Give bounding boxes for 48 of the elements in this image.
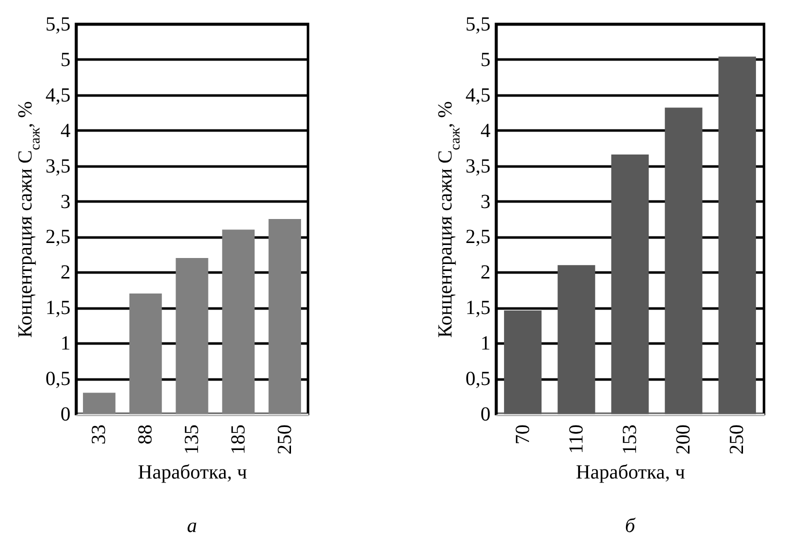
bar [664, 108, 702, 414]
y-tick-label: 5,5 [46, 14, 70, 36]
bar [268, 219, 302, 414]
y-tick-label: 1 [480, 332, 490, 355]
x-tick-label: 110 [565, 424, 588, 454]
bar [222, 230, 255, 414]
y-tick-label: 4 [60, 120, 70, 142]
y-tick-label: 0,5 [46, 368, 70, 390]
text: б [624, 515, 636, 537]
y-tick-label: 2,5 [466, 226, 490, 248]
x-axis-title: Наработка, ч [576, 462, 686, 484]
x-tick-label: 200 [672, 424, 695, 454]
x-tick-label: 185 [227, 424, 250, 454]
x-tick-label: 135 [181, 424, 203, 454]
y-tick-label: 1 [60, 332, 70, 355]
y-tick-label: 5 [60, 48, 70, 71]
bar [611, 154, 649, 414]
y-tick-label: 4 [480, 120, 490, 142]
bar [718, 56, 756, 414]
y-tick-label: 0 [480, 404, 490, 426]
x-tick-label: 33 [88, 424, 110, 444]
y-tick-label: 0 [60, 404, 70, 426]
x-tick-label: 250 [726, 424, 748, 454]
y-tick-label: 0,5 [466, 368, 490, 390]
y-tick-label: 1,5 [46, 297, 70, 320]
bar [82, 392, 116, 414]
bar [558, 265, 596, 414]
y-tick-label: 1,5 [466, 297, 490, 320]
bar [129, 293, 162, 414]
y-tick-label: 3 [60, 190, 70, 213]
x-tick-label: 88 [134, 424, 157, 444]
y-tick-label: 4,5 [466, 84, 490, 106]
y-tick-label: 5,5 [466, 14, 490, 36]
y-tick-label: 2,5 [46, 226, 70, 248]
x-axis-title: Наработка, ч [138, 462, 248, 484]
bar [504, 310, 542, 414]
y-tick-label: 2 [60, 262, 70, 284]
y-tick-label: 3,5 [46, 155, 70, 178]
x-tick-label: 250 [274, 424, 296, 454]
text: а [187, 515, 197, 537]
y-tick-label: 4,5 [46, 84, 70, 106]
y-tick-label: 5 [480, 48, 490, 71]
y-tick-label: 3,5 [466, 155, 490, 178]
bar [176, 258, 208, 414]
y-tick-label: 2 [480, 262, 490, 284]
y-tick-label: 3 [480, 190, 490, 213]
x-tick-label: 70 [512, 424, 534, 444]
x-tick-label: 153 [619, 424, 641, 454]
